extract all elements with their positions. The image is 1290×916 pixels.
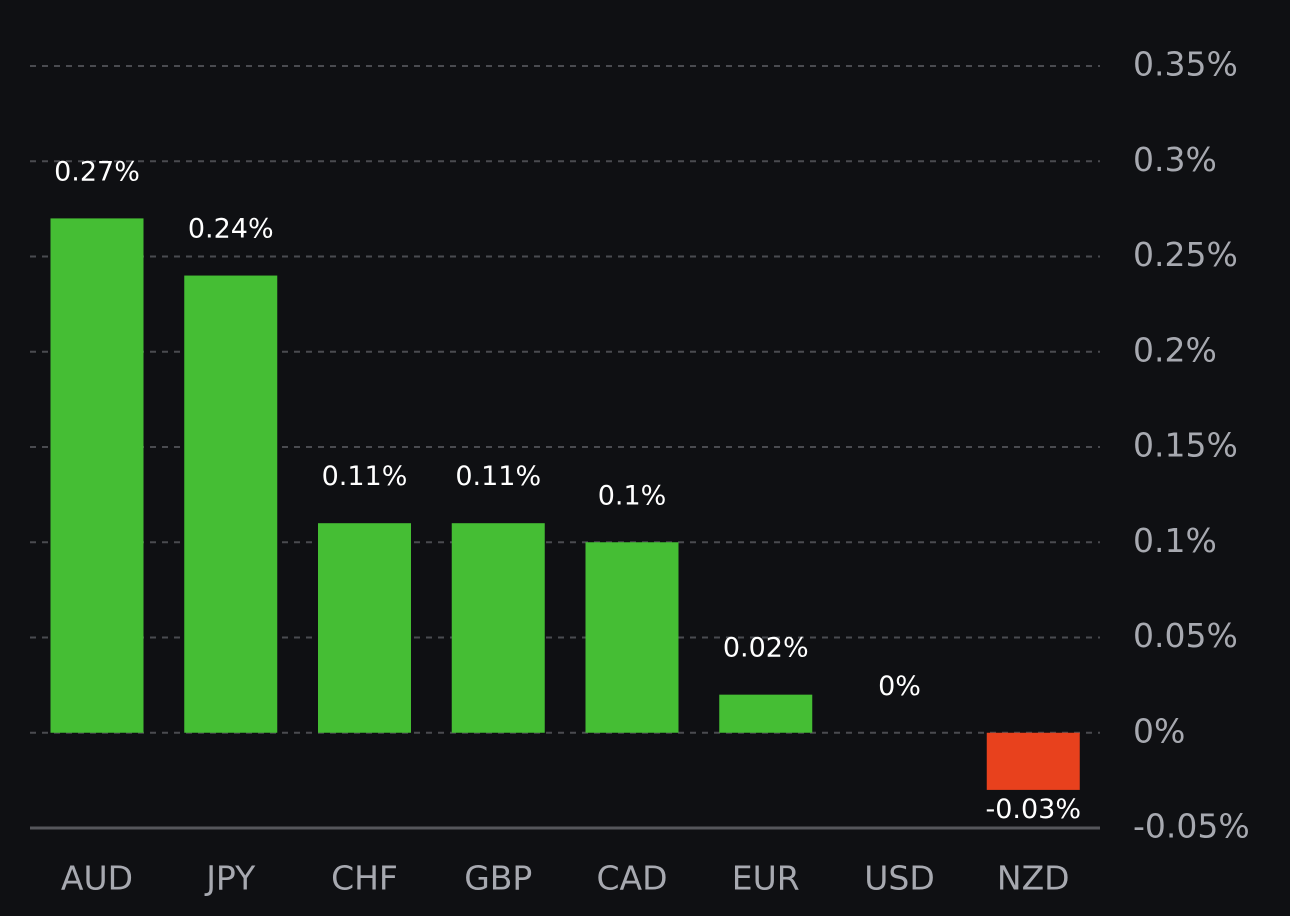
x-axis: AUD JPY CHF GBP CAD EUR USD NZD bbox=[61, 859, 1070, 898]
x-tick-label: USD bbox=[864, 859, 935, 898]
bar-cad bbox=[585, 542, 679, 733]
y-tick-label: -0.05% bbox=[1133, 807, 1250, 846]
y-tick-label: 0.3% bbox=[1133, 140, 1217, 179]
bars bbox=[50, 218, 1080, 790]
x-tick-label: GBP bbox=[464, 859, 532, 898]
y-axis: 0.35% 0.3% 0.25% 0.2% 0.15% 0.1% 0.05% 0% -0.05% bbox=[1133, 45, 1250, 846]
data-label-usd: 0% bbox=[878, 671, 921, 702]
bar-jpy bbox=[184, 275, 278, 733]
x-tick-label: EUR bbox=[732, 859, 800, 898]
bar-chf bbox=[318, 523, 411, 733]
gridlines bbox=[30, 65, 1100, 830]
data-label-chf: 0.11% bbox=[322, 461, 408, 492]
data-label-jpy: 0.24% bbox=[188, 214, 274, 245]
y-tick-label: 0.1% bbox=[1133, 521, 1217, 560]
x-tick-label: JPY bbox=[204, 859, 256, 898]
x-tick-label: AUD bbox=[61, 859, 133, 898]
x-tick-label: CAD bbox=[596, 859, 667, 898]
y-tick-label: 0.05% bbox=[1133, 616, 1238, 655]
bar-aud bbox=[50, 218, 144, 733]
data-label-cad: 0.1% bbox=[598, 480, 667, 511]
data-label-eur: 0.02% bbox=[723, 633, 809, 664]
data-label-aud: 0.27% bbox=[54, 156, 140, 187]
y-tick-label: 0% bbox=[1133, 711, 1185, 750]
data-labels: 0.27% 0.24% 0.11% 0.11% 0.1% 0.02% 0% -0.03% bbox=[54, 156, 1081, 825]
x-tick-label: NZD bbox=[997, 859, 1070, 898]
x-tick-label: CHF bbox=[331, 859, 398, 898]
data-label-gbp: 0.11% bbox=[455, 461, 541, 492]
y-tick-label: 0.15% bbox=[1133, 426, 1238, 465]
bar-gbp bbox=[451, 523, 545, 733]
bar-eur bbox=[719, 694, 813, 733]
y-tick-label: 0.35% bbox=[1133, 45, 1238, 84]
y-tick-label: 0.2% bbox=[1133, 330, 1217, 369]
y-tick-label: 0.25% bbox=[1133, 235, 1238, 274]
bar-nzd bbox=[986, 732, 1080, 790]
data-label-nzd: -0.03% bbox=[985, 794, 1081, 825]
